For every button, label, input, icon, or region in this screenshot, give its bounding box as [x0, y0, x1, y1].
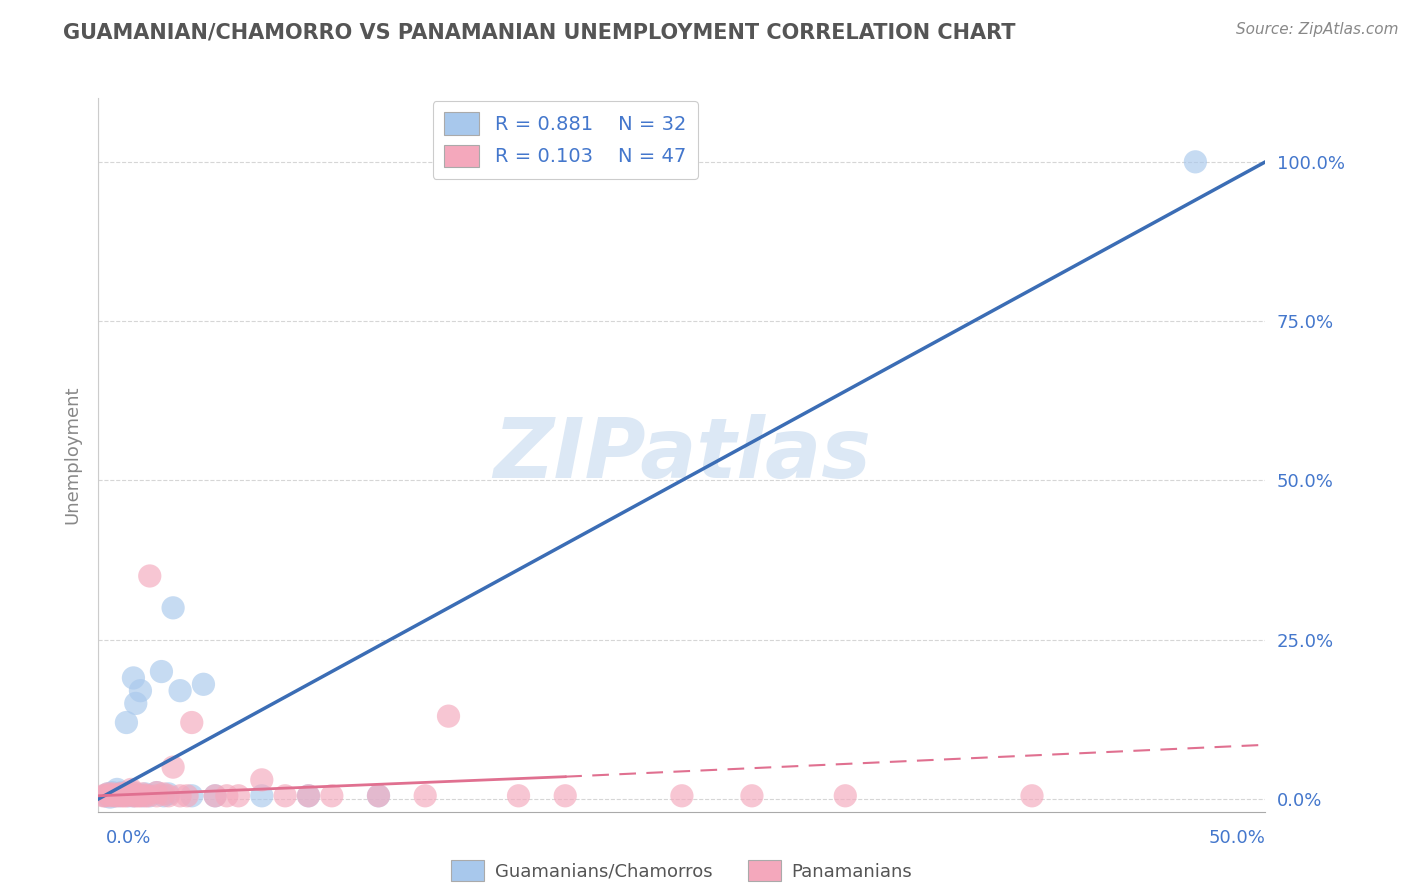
- Point: [104, 789, 127, 803]
- Point: [554, 789, 576, 803]
- Point: [367, 789, 389, 803]
- Point: [162, 600, 184, 615]
- Point: [111, 786, 134, 800]
- Point: [274, 789, 297, 803]
- Point: [169, 789, 191, 803]
- Point: [157, 787, 180, 801]
- Point: [180, 789, 202, 803]
- Point: [152, 787, 174, 801]
- Point: [122, 671, 145, 685]
- Point: [101, 786, 124, 800]
- Text: ZIPatlas: ZIPatlas: [494, 415, 870, 495]
- Legend: Guamanians/Chamorros, Panamanians: Guamanians/Chamorros, Panamanians: [444, 853, 920, 888]
- Point: [125, 697, 148, 711]
- Point: [169, 683, 191, 698]
- Point: [136, 789, 159, 803]
- Point: [139, 569, 162, 583]
- Point: [152, 789, 174, 803]
- Point: [146, 786, 169, 800]
- Point: [834, 789, 856, 803]
- Point: [115, 715, 138, 730]
- Point: [671, 789, 693, 803]
- Point: [250, 772, 273, 787]
- Point: [367, 789, 389, 803]
- Point: [180, 715, 202, 730]
- Text: GUAMANIAN/CHAMORRO VS PANAMANIAN UNEMPLOYMENT CORRELATION CHART: GUAMANIAN/CHAMORRO VS PANAMANIAN UNEMPLO…: [63, 22, 1015, 42]
- Point: [146, 789, 169, 803]
- Point: [413, 789, 436, 803]
- Point: [111, 787, 134, 801]
- Point: [193, 677, 215, 691]
- Point: [134, 789, 156, 803]
- Point: [150, 665, 173, 679]
- Point: [108, 787, 131, 801]
- Text: 50.0%: 50.0%: [1209, 829, 1265, 847]
- Point: [120, 786, 142, 800]
- Point: [97, 787, 120, 801]
- Point: [127, 789, 149, 803]
- Point: [297, 789, 319, 803]
- Text: Source: ZipAtlas.com: Source: ZipAtlas.com: [1236, 22, 1399, 37]
- Point: [105, 789, 128, 803]
- Point: [157, 789, 180, 803]
- Point: [176, 789, 198, 803]
- Point: [118, 787, 141, 801]
- Point: [91, 789, 114, 803]
- Y-axis label: Unemployment: Unemployment: [63, 385, 82, 524]
- Point: [132, 787, 155, 801]
- Point: [111, 787, 134, 801]
- Text: 0.0%: 0.0%: [105, 829, 150, 847]
- Point: [94, 789, 117, 803]
- Point: [98, 789, 121, 803]
- Point: [134, 787, 156, 801]
- Point: [101, 787, 124, 801]
- Point: [250, 789, 273, 803]
- Point: [1184, 154, 1206, 169]
- Point: [115, 789, 138, 803]
- Point: [108, 789, 131, 803]
- Point: [204, 789, 226, 803]
- Point: [120, 782, 142, 797]
- Point: [94, 789, 117, 803]
- Point: [204, 789, 226, 803]
- Point: [122, 789, 145, 803]
- Point: [162, 760, 184, 774]
- Point: [104, 789, 127, 803]
- Point: [139, 789, 162, 803]
- Point: [98, 790, 121, 805]
- Point: [228, 789, 250, 803]
- Point: [129, 683, 152, 698]
- Point: [741, 789, 763, 803]
- Point: [146, 786, 169, 800]
- Point: [111, 789, 134, 803]
- Point: [1021, 789, 1043, 803]
- Point: [132, 789, 155, 803]
- Point: [215, 789, 238, 803]
- Point: [97, 787, 120, 801]
- Point: [118, 789, 141, 803]
- Point: [508, 789, 530, 803]
- Point: [122, 789, 145, 803]
- Point: [129, 789, 152, 803]
- Point: [297, 789, 319, 803]
- Point: [437, 709, 460, 723]
- Point: [122, 786, 145, 800]
- Point: [125, 789, 148, 803]
- Point: [321, 789, 343, 803]
- Point: [105, 782, 128, 797]
- Point: [112, 789, 135, 803]
